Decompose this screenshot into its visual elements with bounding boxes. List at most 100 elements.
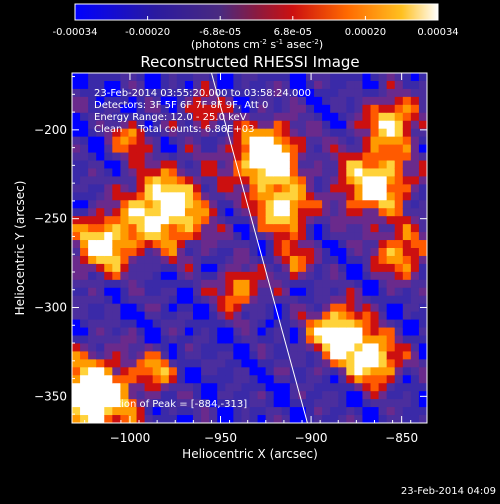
heatmap-cell [378, 295, 388, 305]
heatmap-cell [241, 168, 250, 177]
heatmap-cell [394, 120, 404, 130]
heatmap-cell [72, 279, 81, 289]
heatmap-cell [322, 391, 331, 400]
heatmap-cell [88, 263, 97, 273]
heatmap-cell [241, 327, 250, 336]
heatmap-cell [418, 88, 427, 98]
heatmap-cell [160, 255, 170, 265]
heatmap-cell [370, 248, 380, 257]
heatmap-cell [394, 303, 404, 313]
heatmap-cell [112, 216, 121, 225]
heatmap-cell [128, 176, 138, 185]
heatmap-cell [386, 80, 396, 90]
heatmap-cell [241, 73, 250, 82]
heatmap-cell [120, 375, 129, 384]
heatmap-cell [120, 407, 129, 416]
heatmap-cell [217, 192, 226, 201]
heatmap-cell [225, 383, 234, 392]
heatmap-cell [338, 184, 347, 193]
heatmap-cell [176, 144, 186, 154]
heatmap-cell [209, 319, 218, 329]
heatmap-cell [289, 128, 299, 138]
heatmap-cell [330, 319, 339, 329]
heatmap-cell [96, 240, 105, 249]
heatmap-cell [338, 255, 347, 265]
heatmap-cell [402, 295, 412, 305]
heatmap-cell [338, 295, 347, 305]
heatmap-cell [209, 88, 218, 98]
heatmap-cell [201, 359, 210, 368]
heatmap-cell [249, 208, 259, 217]
heatmap-cell [386, 343, 396, 352]
heatmap-cell [354, 415, 363, 423]
heatmap-cell [144, 208, 154, 217]
x-tick-label: −1000 [110, 431, 151, 445]
heatmap-cell [120, 367, 129, 376]
heatmap-cell [128, 112, 138, 122]
heatmap-cell [217, 144, 226, 154]
heatmap-cell [201, 375, 210, 384]
heatmap-cell [346, 311, 355, 321]
heatmap-cell [96, 136, 105, 146]
heatmap-cell [338, 391, 347, 400]
heatmap-cell [297, 176, 307, 185]
heatmap-cell [168, 136, 178, 146]
heatmap-cell [410, 232, 420, 241]
heatmap-cell [209, 375, 218, 384]
heatmap-cell [184, 208, 194, 217]
heatmap-cell [88, 120, 97, 130]
heatmap-cell [410, 375, 420, 384]
heatmap-cell [410, 295, 420, 305]
heatmap-cell [193, 88, 202, 98]
heatmap-cell [257, 271, 267, 281]
heatmap-cell [394, 335, 404, 344]
heatmap-cell [233, 216, 242, 225]
heatmap-cell [217, 295, 226, 305]
heatmap-cell [378, 399, 388, 408]
heatmap-cell [233, 255, 242, 265]
heatmap-cell [120, 208, 129, 217]
heatmap-cell [168, 112, 178, 122]
heatmap-cell [289, 375, 299, 384]
heatmap-cell [346, 192, 355, 201]
heatmap-cell [225, 73, 234, 82]
heatmap-cell [96, 343, 105, 352]
heatmap-cell [354, 335, 363, 344]
heatmap-cell [354, 407, 363, 416]
heatmap-cell [346, 327, 355, 336]
heatmap-cell [257, 128, 267, 138]
heatmap-cell [265, 359, 275, 368]
heatmap-cell [281, 96, 291, 106]
heatmap-cell [281, 144, 291, 154]
heatmap-cell [217, 216, 226, 225]
heatmap-cell [305, 271, 315, 281]
heatmap-cell [104, 271, 113, 281]
heatmap-cell [184, 375, 194, 384]
heatmap-cell [80, 287, 89, 297]
heatmap-cell [338, 168, 347, 177]
heatmap-cell [273, 240, 283, 249]
heatmap-cell [225, 303, 234, 313]
heatmap-cell [362, 383, 372, 392]
heatmap-cell [257, 208, 267, 217]
heatmap-cell [273, 112, 283, 122]
heatmap-cell [378, 208, 388, 217]
heatmap-cell [96, 96, 105, 106]
heatmap-cell [314, 96, 323, 106]
heatmap-cell [80, 311, 89, 321]
heatmap-cell [120, 80, 129, 90]
heatmap-cell [281, 88, 291, 98]
heatmap-cell [80, 327, 89, 336]
heatmap-cell [233, 200, 242, 209]
heatmap-cell [297, 248, 307, 257]
heatmap-cell [160, 144, 170, 154]
heatmap-cell [136, 120, 146, 130]
y-tick-label: −350 [34, 389, 67, 403]
heatmap-cell [378, 255, 388, 265]
heatmap-cell [249, 383, 259, 392]
heatmap-cell [152, 176, 162, 185]
heatmap-cell [314, 112, 323, 122]
heatmap-cell [394, 128, 404, 138]
heatmap-cell [410, 216, 420, 225]
heatmap-cell [193, 216, 202, 225]
